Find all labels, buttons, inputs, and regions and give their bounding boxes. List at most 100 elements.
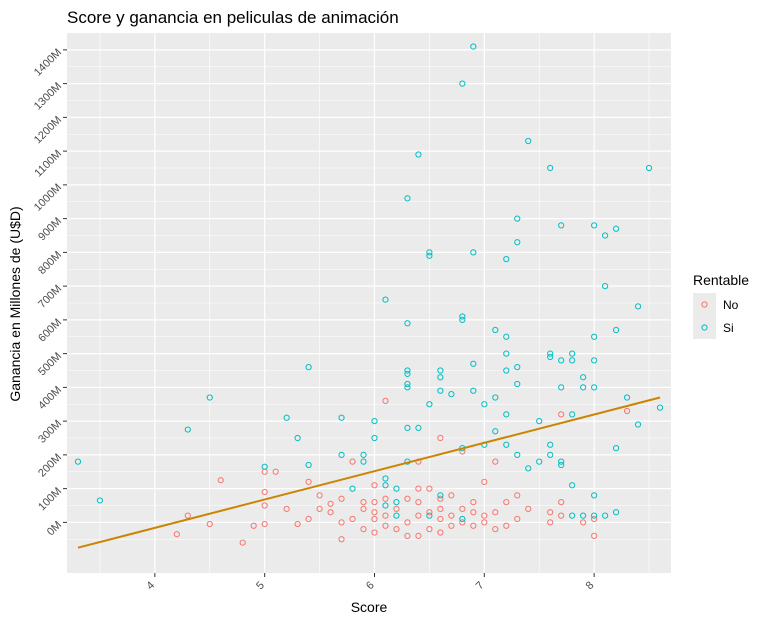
data-point-si [448, 391, 455, 398]
data-point-si [514, 451, 521, 458]
data-point-si [569, 512, 576, 519]
y-tick-label: 600M [36, 317, 64, 345]
data-point-no [239, 539, 246, 546]
data-point-si [612, 326, 620, 334]
data-point-si [426, 512, 433, 519]
data-point-no [437, 434, 444, 442]
data-point-si [503, 367, 510, 374]
data-point-si [415, 424, 422, 431]
data-point-si [426, 252, 433, 259]
data-point-si [470, 43, 477, 50]
y-tick-label: 0M [45, 519, 64, 538]
data-point-si [305, 461, 312, 469]
data-point-no [492, 526, 499, 533]
data-point-no [426, 509, 433, 516]
data-point-no [360, 505, 367, 512]
data-point-no [371, 499, 378, 506]
data-point-si [547, 350, 554, 357]
data-point-si [591, 333, 598, 340]
data-point-si [503, 350, 510, 357]
data-point-no [173, 531, 180, 538]
data-point-no [393, 505, 400, 512]
data-point-si [437, 374, 444, 381]
y-tick-label: 1300M [32, 80, 64, 112]
x-tick-label: 8 [584, 579, 597, 592]
data-point-si [492, 394, 499, 401]
data-point-si [591, 222, 598, 229]
data-point-si [338, 414, 345, 421]
data-point-si [492, 326, 499, 334]
x-tick-label: 6 [364, 579, 377, 592]
data-point-si [426, 401, 433, 408]
data-point-no [261, 520, 268, 528]
data-point-si [393, 512, 400, 519]
data-point-no [591, 532, 598, 539]
data-point-si [437, 492, 444, 499]
data-point-si [426, 249, 433, 256]
data-point-si [261, 463, 268, 470]
data-point-si [656, 404, 664, 411]
data-point-no [294, 520, 301, 528]
data-point-si [404, 384, 411, 391]
legend-title: Rentable [693, 272, 749, 288]
y-tick-label: 100M [36, 485, 64, 513]
data-point-no [514, 515, 521, 523]
data-point-si [404, 424, 411, 431]
data-point-si [393, 485, 400, 492]
data-point-si [569, 357, 576, 364]
x-tick-label: 4 [144, 579, 157, 592]
data-point-no [514, 492, 521, 499]
data-point-no [382, 512, 389, 519]
data-point-si [338, 451, 345, 458]
data-point-si [470, 387, 477, 394]
data-point-no [206, 520, 213, 528]
x-axis: 4 5 6 7 8 [144, 573, 596, 592]
data-point-si [459, 316, 466, 323]
data-point-si [580, 384, 587, 391]
data-point-si [503, 411, 510, 418]
data-point-no [338, 536, 345, 543]
y-tick-label: 1400M [32, 47, 64, 79]
data-point-no [580, 519, 587, 526]
data-point-no [261, 488, 268, 496]
data-point-no [470, 499, 477, 506]
data-point-si [459, 313, 466, 320]
data-point-si [591, 384, 598, 391]
data-point-no [371, 515, 378, 523]
data-point-no [481, 478, 488, 485]
data-point-no [437, 495, 444, 502]
data-point-si [360, 458, 367, 465]
data-point-si [591, 357, 598, 364]
data-point-no [437, 505, 444, 512]
data-point-no [426, 526, 433, 533]
data-point-no [305, 515, 312, 523]
data-point-si [382, 296, 389, 303]
data-point-si [525, 137, 532, 145]
legend-key-background [693, 293, 716, 316]
grid-lines [67, 33, 671, 573]
data-point-si [206, 394, 213, 401]
data-point-si [558, 458, 565, 465]
data-point-si [547, 451, 554, 458]
data-point-si [283, 414, 290, 421]
data-point-no [360, 526, 367, 533]
data-point-no [525, 505, 532, 512]
data-point-si [404, 195, 411, 202]
data-point-si [382, 482, 389, 489]
legend-label-no: No [723, 298, 739, 312]
data-point-si [74, 458, 82, 465]
data-point-no [558, 512, 565, 519]
data-point-si [382, 475, 389, 482]
data-point-no [382, 495, 389, 502]
data-point-no [547, 519, 554, 526]
data-point-no [448, 512, 455, 519]
data-point-si [481, 401, 488, 408]
data-point-no [426, 485, 433, 492]
data-point-si [558, 461, 565, 469]
y-tick-label: 1100M [32, 148, 64, 180]
y-tick-label: 1200M [32, 114, 64, 146]
data-point-si [459, 515, 466, 523]
data-point-si [547, 164, 554, 172]
data-point-no [481, 519, 488, 526]
